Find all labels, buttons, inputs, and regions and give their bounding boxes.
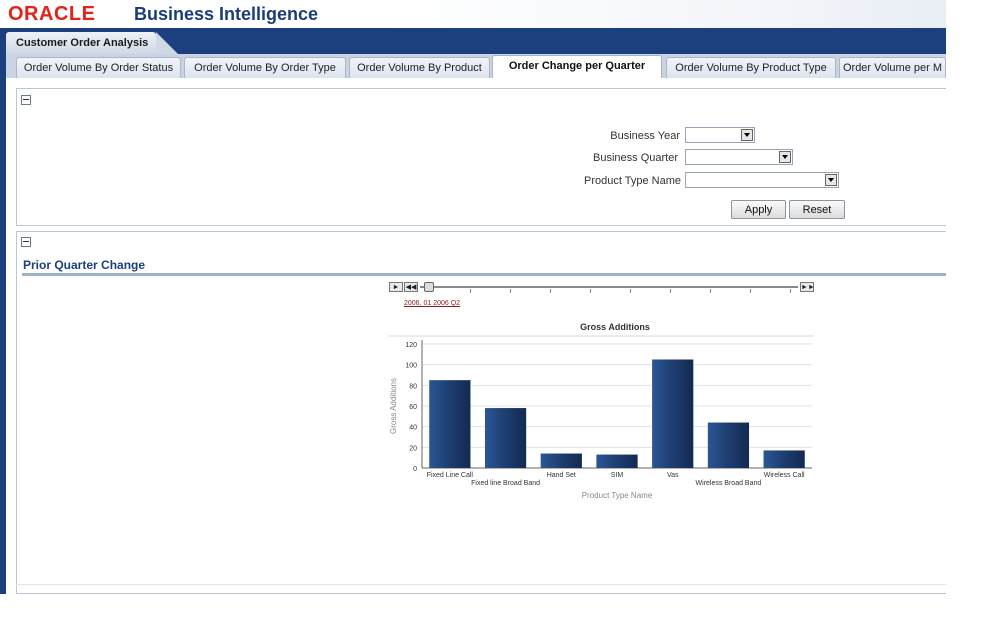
oracle-logo: ORACLE bbox=[8, 3, 96, 25]
y-tick-label: 120 bbox=[405, 342, 417, 349]
y-tick-label: 40 bbox=[409, 425, 417, 432]
bottom-divider bbox=[16, 584, 946, 595]
tab-order-volume-by-product[interactable]: Order Volume By Product bbox=[349, 57, 490, 78]
results-section bbox=[16, 231, 946, 594]
tab-order-change-per-quarter[interactable]: Order Change per Quarter bbox=[492, 55, 662, 78]
chart-svg: Gross Additions 0 20 40 60 80 100 120 Fixed Line… bbox=[388, 322, 814, 500]
slider-value-label[interactable]: 2006, 01 2006 Q2 bbox=[404, 300, 461, 307]
y-tick-label: 20 bbox=[409, 445, 417, 452]
business-quarter-label: Business Quarter bbox=[593, 152, 678, 164]
slider-tick bbox=[470, 289, 471, 293]
business-year-label: Business Year bbox=[610, 130, 680, 142]
dashboard-tab-edge bbox=[156, 32, 178, 54]
collapse-prompts-icon[interactable] bbox=[21, 95, 31, 105]
slider-tick bbox=[590, 289, 591, 293]
y-tick-label: 80 bbox=[409, 383, 417, 390]
y-tick-label: 100 bbox=[405, 363, 417, 370]
y-tick-label: 60 bbox=[409, 404, 417, 411]
product-title: Business Intelligence bbox=[134, 4, 319, 24]
tab-order-volume-by-product-type[interactable]: Order Volume By Product Type bbox=[666, 57, 836, 78]
dashboard-tab[interactable]: Customer Order Analysis bbox=[6, 32, 156, 54]
slider-play-icon[interactable]: ► bbox=[389, 282, 403, 292]
bar-3 bbox=[596, 454, 638, 468]
collapse-results-icon[interactable] bbox=[21, 237, 31, 247]
tab-order-volume-per-m[interactable]: Order Volume per M bbox=[839, 57, 946, 78]
slider-tick bbox=[630, 289, 631, 293]
product-type-name-select[interactable] bbox=[685, 172, 839, 188]
slider-tick bbox=[670, 289, 671, 293]
x-tick-label: Wireless Call bbox=[764, 472, 805, 479]
app-window: ORACLE Business Intelligence Customer Or… bbox=[0, 0, 946, 595]
app-header: ORACLE Business Intelligence bbox=[0, 0, 946, 28]
left-rail bbox=[0, 54, 6, 594]
x-tick-label: Wireless Broad Band bbox=[696, 480, 762, 487]
slider-tick bbox=[550, 289, 551, 293]
y-tick-label: 0 bbox=[413, 466, 417, 473]
bar-1 bbox=[484, 408, 527, 468]
slider-tick bbox=[750, 289, 751, 293]
bar-0 bbox=[429, 380, 471, 468]
slider-track[interactable] bbox=[420, 286, 798, 288]
bar-6 bbox=[763, 450, 805, 468]
x-tick-label: Fixed line Broad Band bbox=[471, 480, 540, 487]
x-tick-label: SIM bbox=[611, 472, 624, 479]
slider-tick bbox=[790, 289, 791, 293]
apply-button[interactable]: Apply bbox=[731, 200, 786, 219]
chart-title: Gross Additions bbox=[580, 322, 650, 332]
bar-5 bbox=[707, 422, 750, 468]
tab-order-volume-by-order-type[interactable]: Order Volume By Order Type bbox=[184, 57, 346, 78]
slider-step-forward-icon[interactable]: ►► bbox=[800, 282, 815, 292]
bar-2 bbox=[540, 453, 582, 468]
chevron-down-icon[interactable] bbox=[825, 174, 837, 186]
x-tick-label: Hand Set bbox=[547, 472, 576, 479]
slider-tick bbox=[510, 289, 511, 293]
slider-tick bbox=[710, 289, 711, 293]
section-title-underline bbox=[22, 273, 946, 276]
chevron-down-icon[interactable] bbox=[779, 151, 791, 163]
tab-order-volume-by-order-status[interactable]: Order Volume By Order Status bbox=[16, 57, 181, 78]
business-year-select[interactable] bbox=[685, 127, 755, 143]
slider-thumb[interactable] bbox=[424, 282, 434, 292]
reset-button[interactable]: Reset bbox=[789, 200, 845, 219]
business-quarter-select[interactable] bbox=[685, 149, 793, 165]
gross-additions-chart: Gross Additions 0 20 40 60 80 100 120 Fixed Line… bbox=[388, 318, 828, 508]
section-title: Prior Quarter Change bbox=[23, 258, 146, 272]
x-tick-label: Vas bbox=[667, 472, 679, 479]
slider-step-back-icon[interactable]: ◀◀ bbox=[404, 282, 418, 292]
x-tick-label: Fixed Line Call bbox=[427, 472, 474, 479]
product-type-name-label: Product Type Name bbox=[583, 175, 681, 187]
y-axis-label: Gross Additions bbox=[389, 378, 398, 434]
bar-4 bbox=[652, 359, 694, 468]
chevron-down-icon[interactable] bbox=[741, 129, 753, 141]
prompts-section bbox=[16, 88, 946, 226]
x-axis-label: Product Type Name bbox=[582, 491, 653, 500]
